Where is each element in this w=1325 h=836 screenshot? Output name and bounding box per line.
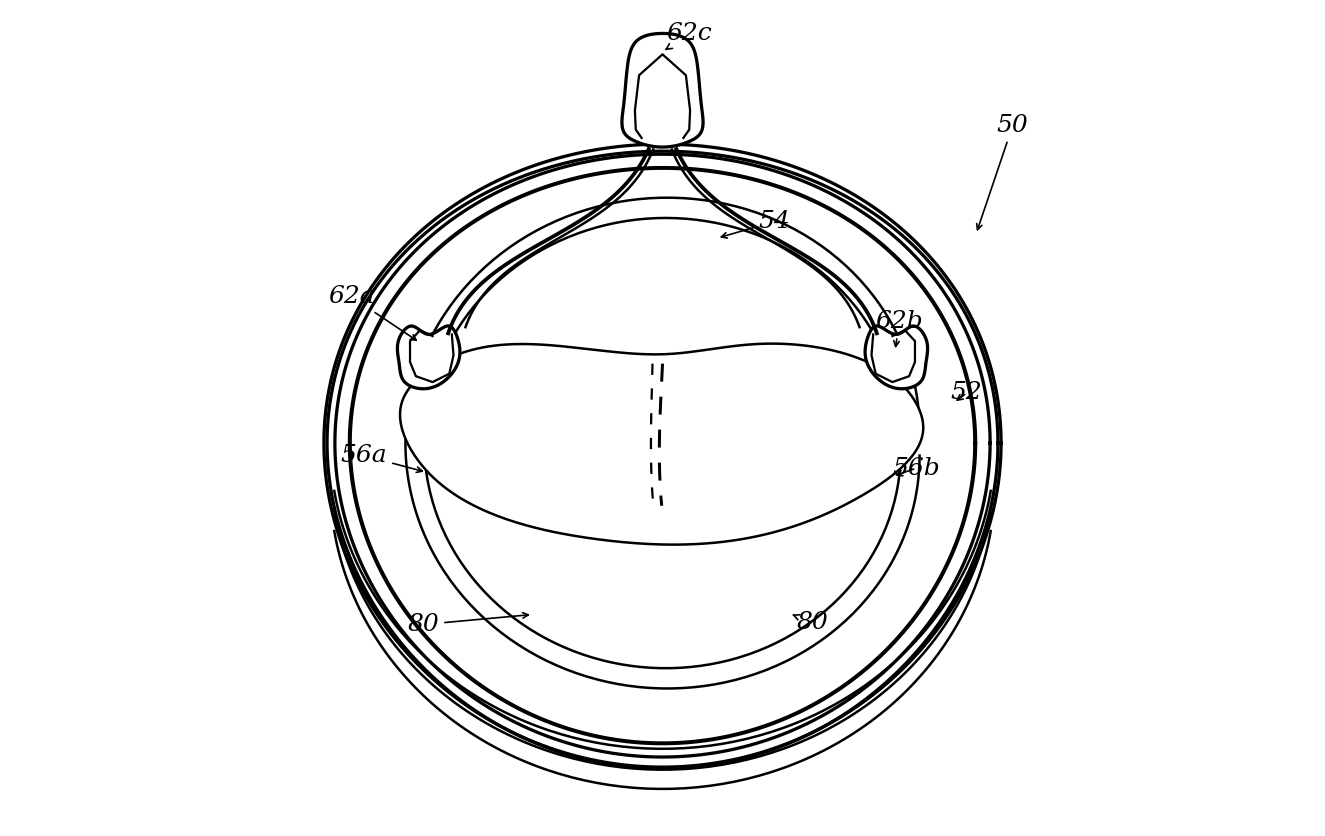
- Text: 54: 54: [721, 210, 791, 238]
- Text: 52: 52: [951, 381, 983, 405]
- Polygon shape: [621, 33, 704, 147]
- Polygon shape: [865, 326, 927, 389]
- Text: 50: 50: [977, 114, 1028, 230]
- Text: 80: 80: [794, 611, 828, 635]
- Text: 62c: 62c: [666, 22, 713, 49]
- Text: 62b: 62b: [876, 310, 924, 347]
- Polygon shape: [400, 344, 924, 544]
- Text: 80: 80: [408, 613, 529, 636]
- Text: 62a: 62a: [329, 285, 416, 340]
- Text: 56a: 56a: [341, 444, 423, 472]
- Text: 56b: 56b: [893, 456, 941, 480]
- Polygon shape: [398, 326, 460, 389]
